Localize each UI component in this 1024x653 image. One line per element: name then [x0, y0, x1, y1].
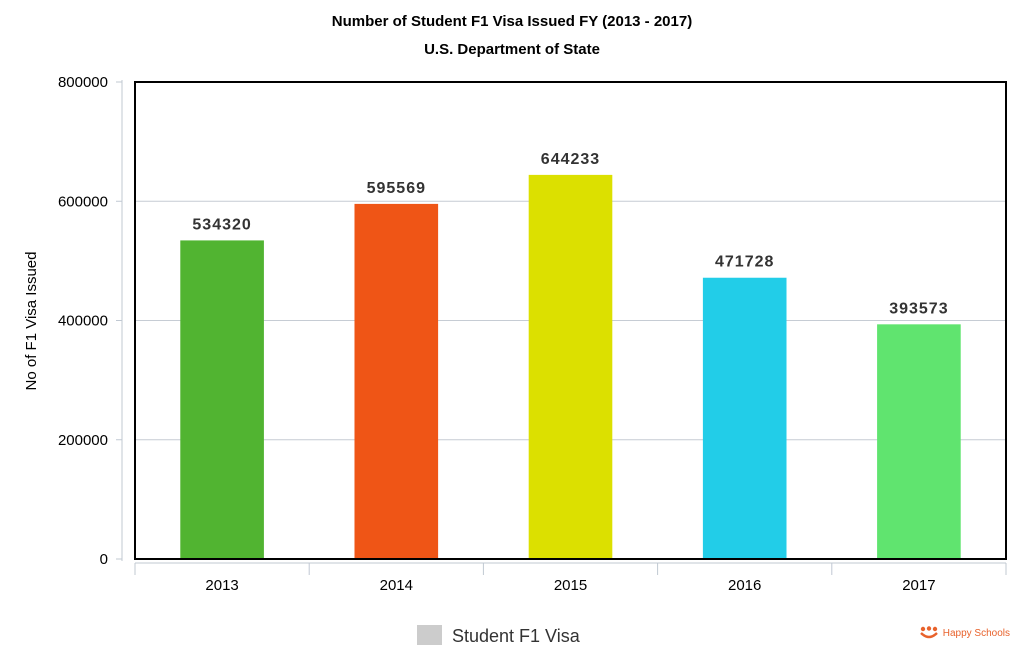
bar-2014[interactable]: [354, 203, 439, 560]
data-label: 644233: [541, 151, 600, 168]
x-tick-label: 2016: [728, 577, 761, 594]
bar-2013[interactable]: [180, 240, 264, 560]
y-tick-label: 600000: [58, 193, 108, 210]
legend[interactable]: Student F1 Visa: [417, 625, 581, 646]
bar-2016[interactable]: [702, 277, 787, 559]
happy-schools-logo: Happy Schools: [919, 626, 1010, 640]
chart-title: Number of Student F1 Visa Issued FY (201…: [331, 13, 693, 30]
data-label: 471728: [715, 254, 774, 271]
x-tick-label: 2013: [205, 577, 238, 594]
legend-swatch: [417, 625, 442, 645]
x-axis: 2013 2014 2015 2016 2017: [134, 562, 1007, 594]
bars-group: [180, 174, 961, 560]
y-axis: 0 200000 400000 600000 800000: [58, 74, 123, 568]
plot-frame: [134, 81, 1007, 560]
bar-2017[interactable]: [877, 324, 961, 559]
logo-text: Happy Schools: [942, 627, 1010, 639]
y-tick-label: 200000: [58, 432, 108, 449]
data-label: 393573: [889, 300, 948, 317]
data-label: 595569: [367, 180, 426, 197]
bar-2015[interactable]: [528, 174, 613, 559]
y-tick-label: 400000: [58, 313, 108, 330]
logo-icon: [919, 626, 938, 639]
x-tick-label: 2017: [902, 577, 935, 594]
legend-label: Student F1 Visa: [452, 626, 581, 646]
y-axis-label: No of F1 Visa Issued: [23, 252, 40, 391]
data-labels-group: 534320 595569 644233 471728 393573: [192, 151, 948, 317]
chart-subtitle: U.S. Department of State: [424, 41, 600, 58]
y-tick-label: 800000: [58, 74, 108, 91]
y-tick-label: 0: [100, 551, 108, 568]
data-label: 534320: [192, 216, 251, 233]
x-tick-label: 2014: [380, 577, 413, 594]
x-tick-label: 2015: [554, 577, 587, 594]
